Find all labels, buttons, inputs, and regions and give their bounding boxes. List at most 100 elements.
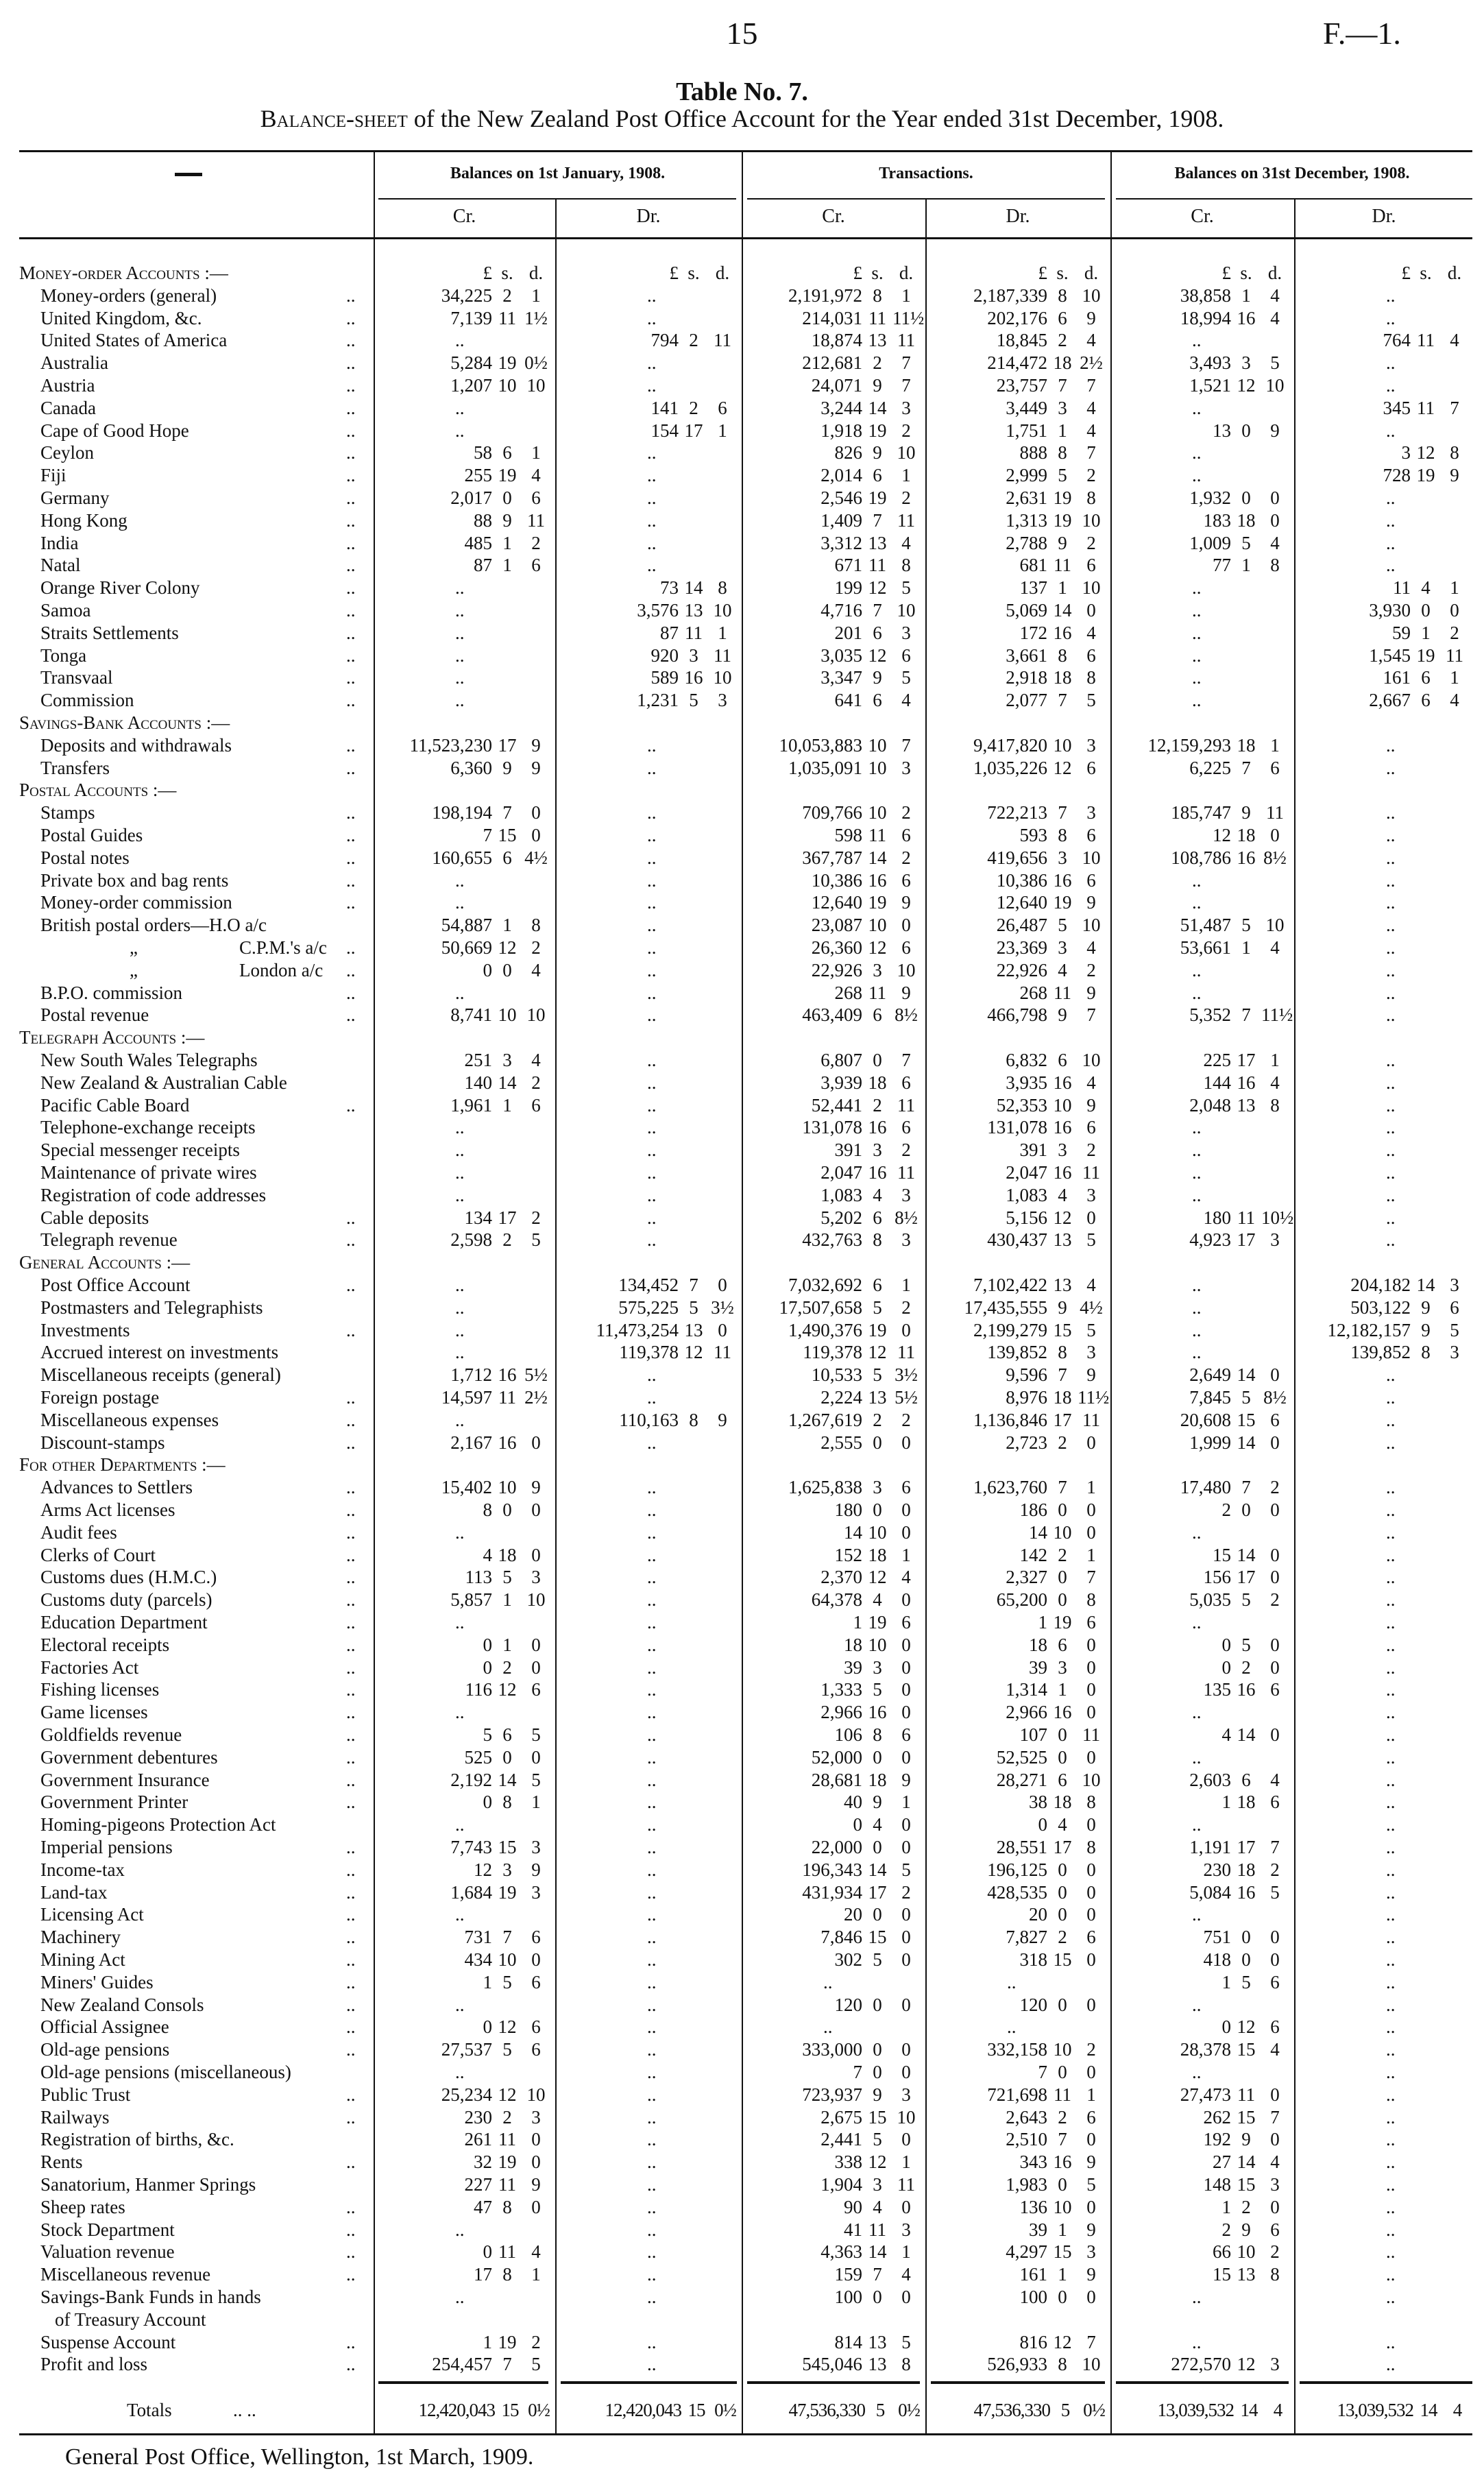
nil-marker: .. [1386,892,1396,913]
pence: 1 [531,285,541,306]
shillings: 12 [498,937,517,958]
shillings: 19 [868,892,887,913]
pounds: 54,887 [441,915,492,936]
shillings: 10 [1053,2196,1072,2217]
shillings: 16 [868,1117,887,1138]
shillings: 17 [1237,1050,1256,1070]
pence: 3 [531,2106,541,2128]
nil-marker: .. [455,1342,465,1363]
amount-cell: .. [558,1701,736,1724]
amount-cell: 816 12 7 [928,2331,1105,2354]
shillings: 1 [1241,937,1251,958]
shillings: 6 [873,622,882,643]
pounds: 816 [1019,2331,1048,2352]
shillings: 8 [502,2196,512,2217]
amount-cell: 148 15 3 [1113,2173,1289,2196]
pence: 5 [1086,690,1096,711]
pence: 0 [1086,1656,1096,1678]
shillings: 14 [868,2241,887,2263]
pounds: 2,014 [820,465,862,486]
shillings: 12 [868,937,887,958]
amount-cell: .. [928,2016,1105,2038]
pence: 0 [1270,1656,1280,1678]
pence: 0½ [524,352,548,374]
pence: 6 [531,1679,541,1700]
subheader-cr: Cr. [1191,206,1214,227]
amount-cell: 142 2 1 [928,1544,1105,1567]
pounds: 428,535 [987,1881,1047,1903]
pounds: 2,327 [1006,1567,1047,1588]
shillings: 3 [1058,937,1067,958]
amount-cell: .. [1297,1094,1468,1117]
nil-marker: .. [647,1994,657,2015]
amount-cell: .. [1113,442,1289,464]
nil-marker: .. [647,2152,657,2173]
amount-cell: .. [376,1994,550,2016]
pounds: 1,035,091 [788,757,862,778]
nil-marker: .. [1192,2287,1202,2307]
nil-marker: .. [455,397,465,418]
column-divider [1110,150,1112,2434]
amount-cell: 545,046 13 8 [744,2353,920,2376]
amount-cell: 4,363 14 1 [744,2241,920,2263]
amount-cell: 1,521 12 10 [1113,374,1289,397]
nil-marker: .. [647,2084,657,2105]
amount-cell: 22,000 0 0 [744,1836,920,1859]
pence: 0 [1086,1746,1096,1768]
shillings: 13 [684,1319,703,1340]
shillings: 0 [1058,1567,1067,1588]
account-label: Profit and loss [40,2354,148,2375]
amount-cell: .. [1113,1746,1289,1769]
nil-marker: .. [647,285,657,306]
shillings: 18 [1237,825,1256,845]
table-row: United Kingdom, &c... 7,139 11 1½.. 214,031 1… [0,307,1484,330]
shillings: 5 [689,1297,698,1318]
nil-marker: .. [1007,1971,1017,1992]
table-row: Factories Act.. 0 2 0.. 39 3 0 39 3 0 0 2 0.. [0,1656,1484,1679]
account-label: Post Office Account [40,1275,191,1295]
account-label: Cable deposits [40,1207,149,1228]
units-3: £ s. d. [928,262,1105,285]
amount-cell: 18,874 13 11 [744,329,920,352]
pounds: 8,741 [450,1004,492,1026]
pounds: 794 [650,330,679,351]
table-row: Samoa.... 3,576 13 10 4,716 7 10 5,069 14 0.. 3,93… [0,599,1484,622]
amount-cell: 2,167 16 0 [376,1432,550,1454]
pounds: 27,537 [441,2039,492,2060]
column-divider [742,150,743,2434]
pounds: 2,788 [1006,532,1047,553]
leader-dots: .. [346,1387,356,1408]
pence: 6 [901,1724,911,1745]
nil-marker: .. [647,1521,657,1543]
pence: 6 [531,555,541,576]
nil-marker: .. [647,1612,657,1632]
amount-cell: 262 15 7 [1113,2106,1289,2129]
pence: 10 [897,2106,916,2128]
amount-cell: 139,852 8 3 [1297,1341,1468,1364]
pounds: 4,363 [820,2241,862,2263]
label-text: London a/c [239,959,324,980]
amount-cell: 3,576 13 10 [558,599,736,622]
amount-cell: 65,200 0 8 [928,1589,1105,1611]
amount-cell: 2,077 7 5 [928,689,1105,712]
amount-cell: .. [1297,1161,1468,1184]
amount-cell: .. [1297,2038,1468,2061]
pounds: 27 [1213,2152,1231,2173]
amount-cell: .. [1297,891,1468,914]
account-label: Imperial pensions [40,1837,173,1857]
amount-cell: 15,402 10 9 [376,1476,550,1499]
shillings: 8 [502,2264,512,2285]
pence: 0 [1270,1949,1280,1970]
pence: 1 [1450,667,1459,688]
amount-cell: 3,930 0 0 [1297,599,1468,622]
amount-cell: .. [376,2219,550,2241]
pence: 10 [1082,1050,1101,1070]
pounds: 12,640 [996,892,1047,913]
pence: 6 [1086,644,1096,666]
pounds: 671 [834,555,863,576]
amount-cell: .. [558,1836,736,1859]
nil-marker: .. [1386,1229,1396,1251]
pence: 9 [531,734,541,756]
amount-cell: 119,378 12 11 [558,1341,736,1364]
